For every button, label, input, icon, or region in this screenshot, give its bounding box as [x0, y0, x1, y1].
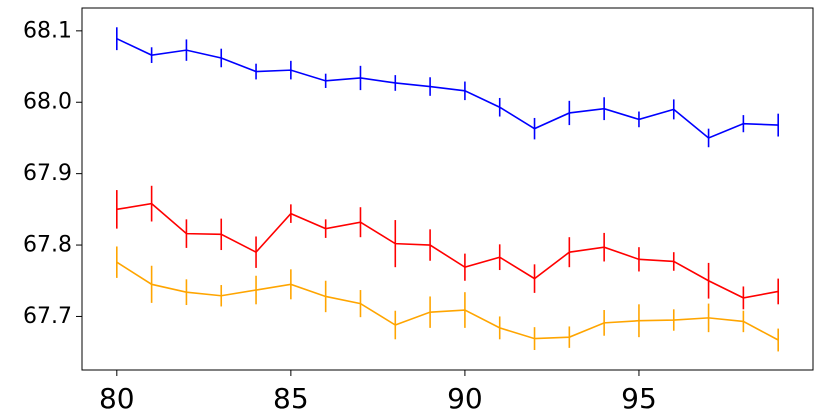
plot-area: [82, 8, 813, 370]
axes-layer: 67.7 67.8 67.9 68.0 68.1 80 85 90 95: [23, 18, 657, 415]
series-3: [116, 246, 779, 352]
x-tick-label: 95: [621, 382, 657, 415]
series-2: [116, 185, 779, 310]
y-tick-label: 68.0: [23, 90, 72, 115]
x-tick-label: 80: [99, 382, 135, 415]
series-line: [116, 37, 779, 139]
x-tick-label: 90: [447, 382, 483, 415]
y-tick-label: 67.9: [23, 161, 72, 186]
y-tick-label: 67.8: [23, 233, 72, 258]
plot-frame: [81, 7, 814, 371]
y-tick-label: 68.1: [23, 18, 72, 43]
x-tick-label: 85: [273, 382, 309, 415]
series-1: [116, 27, 779, 148]
series-line: [116, 202, 779, 299]
series-line: [116, 261, 779, 341]
y-tick-label: 67.7: [23, 304, 72, 329]
series-layer: [116, 27, 779, 352]
